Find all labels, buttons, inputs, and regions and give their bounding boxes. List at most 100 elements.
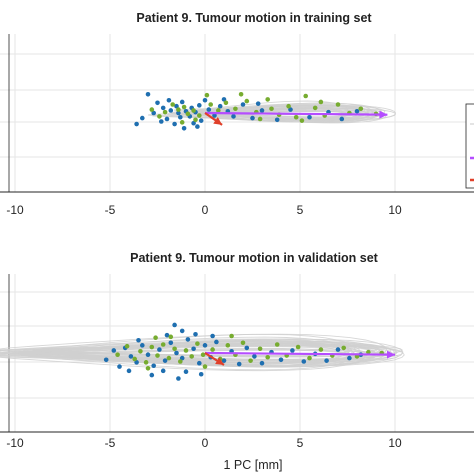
green-data-point xyxy=(366,349,371,355)
green-data-point xyxy=(335,102,341,107)
blue-data-point xyxy=(255,101,261,106)
blue-data-point xyxy=(151,110,156,116)
green-data-point xyxy=(162,109,168,115)
blue-data-point xyxy=(221,97,227,102)
green-data-point xyxy=(303,93,309,99)
blue-data-point xyxy=(117,364,122,369)
training-panel: Patient 9. Tumour motion in training set… xyxy=(0,11,474,217)
green-data-point xyxy=(193,117,198,123)
green-data-point xyxy=(172,346,177,352)
blue-data-point xyxy=(252,354,257,359)
training-pc-arrows xyxy=(204,110,388,126)
blue-data-point xyxy=(324,358,329,363)
blue-data-point xyxy=(198,118,204,123)
pc1-arrow-shaft xyxy=(204,111,388,116)
training-legend xyxy=(465,103,474,189)
green-data-point xyxy=(145,366,151,371)
blue-data-point xyxy=(307,114,312,120)
green-data-point xyxy=(216,108,221,113)
blue-data-point xyxy=(274,117,280,123)
training-x-ticks: -10 -5 0 5 10 xyxy=(6,203,402,217)
blue-data-point xyxy=(168,340,174,346)
green-data-point xyxy=(157,114,162,119)
green-data-point xyxy=(208,102,213,107)
blue-data-point xyxy=(347,355,352,361)
blue-data-point xyxy=(162,358,168,363)
blue-data-point xyxy=(212,113,217,118)
blue-data-point xyxy=(278,357,284,363)
blue-data-point xyxy=(179,328,185,334)
green-data-point xyxy=(181,104,187,110)
x-tick-label: 0 xyxy=(202,436,209,450)
blue-data-point xyxy=(145,92,151,97)
green-data-point xyxy=(191,108,196,113)
blue-data-point xyxy=(191,120,196,126)
blue-data-point xyxy=(231,114,236,119)
green-data-point xyxy=(185,111,191,117)
x-tick-label: -5 xyxy=(105,203,116,217)
green-data-point xyxy=(299,118,305,123)
blue-data-point xyxy=(159,119,164,124)
x-tick-label: 10 xyxy=(388,436,402,450)
green-data-point xyxy=(155,353,160,358)
blue-data-point xyxy=(140,343,145,348)
blue-data-point xyxy=(136,337,141,343)
blue-data-point xyxy=(354,109,360,114)
blue-data-point xyxy=(166,97,172,103)
green-data-point xyxy=(293,114,299,120)
training-title: Patient 9. Tumour motion in training set xyxy=(136,11,372,25)
x-tick-label: 5 xyxy=(297,203,304,217)
blue-data-point xyxy=(103,357,109,363)
blue-data-point xyxy=(214,339,219,345)
green-data-point xyxy=(149,107,155,112)
validation-x-axis-label: 1 PC [mm] xyxy=(223,458,282,472)
blue-data-point xyxy=(250,115,255,121)
green-data-point xyxy=(257,116,263,122)
green-data-point xyxy=(318,99,324,105)
green-data-point xyxy=(312,105,318,111)
green-data-point xyxy=(143,360,149,365)
green-data-point xyxy=(149,344,155,350)
validation-x-ticks: -10 -5 0 5 10 xyxy=(6,436,402,450)
green-data-point xyxy=(132,356,137,362)
blue-data-point xyxy=(206,107,212,112)
motion-trace xyxy=(191,110,384,119)
green-data-point xyxy=(124,343,130,349)
blue-data-point xyxy=(183,369,189,375)
blue-data-point xyxy=(174,350,179,356)
green-data-point xyxy=(210,347,215,352)
blue-data-point xyxy=(301,359,307,364)
green-data-point xyxy=(200,352,206,358)
x-tick-label: 5 xyxy=(297,436,304,450)
blue-data-point xyxy=(155,100,160,106)
green-data-point xyxy=(179,120,185,125)
green-data-point xyxy=(248,358,253,363)
green-data-point xyxy=(166,355,172,361)
green-data-point xyxy=(341,345,347,351)
green-data-point xyxy=(358,106,364,112)
blue-data-point xyxy=(111,348,117,353)
green-data-point xyxy=(195,341,200,346)
blue-data-point xyxy=(202,97,208,103)
blue-data-point xyxy=(126,368,132,374)
green-data-point xyxy=(223,100,229,106)
green-data-point xyxy=(176,107,181,112)
green-data-point xyxy=(115,352,120,358)
blue-data-point xyxy=(157,347,162,352)
green-data-point xyxy=(274,342,280,347)
blue-data-point xyxy=(134,360,139,365)
green-data-point xyxy=(240,340,246,346)
blue-data-point xyxy=(172,322,177,328)
pc1-arrow-head xyxy=(386,350,395,359)
blue-data-point xyxy=(181,126,187,131)
blue-data-point xyxy=(288,107,293,112)
blue-data-point xyxy=(179,355,185,361)
green-data-point xyxy=(269,106,274,112)
green-data-point xyxy=(318,347,324,352)
blue-data-point xyxy=(168,108,174,113)
blue-data-point xyxy=(217,103,223,109)
green-data-point xyxy=(265,97,271,102)
green-data-point xyxy=(168,334,174,340)
motion-trace xyxy=(15,344,398,361)
blue-data-point xyxy=(221,358,227,363)
